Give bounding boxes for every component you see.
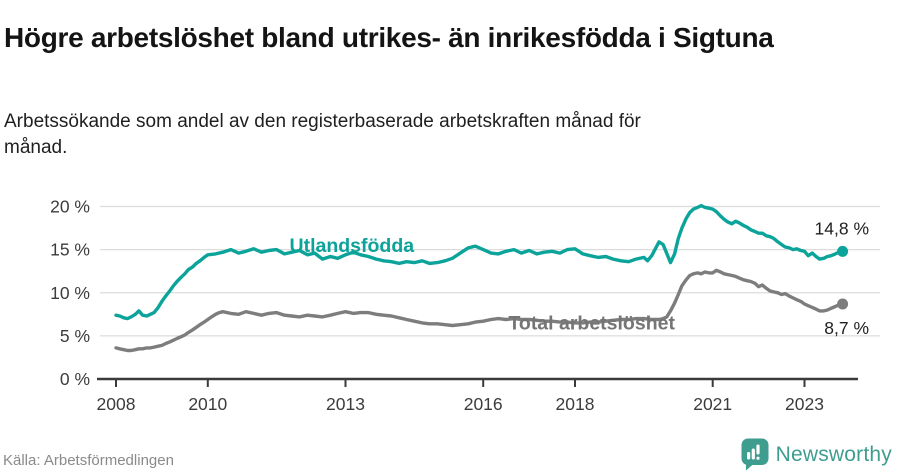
y-tick-label: 0 %	[60, 369, 90, 389]
source-note: Källa: Arbetsförmedlingen	[3, 452, 174, 469]
y-tick-label: 20 %	[50, 197, 90, 217]
series-end-dot-utlandsfodda	[837, 245, 849, 257]
line-chart: 0 % 5 % 10 % 15 % 20 % 2008 2010 2013 2016 2018 20…	[0, 185, 900, 420]
x-tick-label: 2010	[188, 394, 227, 414]
x-tick-label: 2021	[693, 394, 732, 414]
newsworthy-speech-bubble-icon	[741, 438, 769, 471]
chart-svg: 0 % 5 % 10 % 15 % 20 % 2008 2010 2013 2016 2018 20…	[50, 197, 880, 414]
end-value-label-utlandsfodda: 14,8 %	[815, 218, 869, 238]
series-end-dot-total	[837, 298, 849, 310]
x-tick-label: 2018	[556, 394, 595, 414]
series-label-total: Total arbetslöshet	[508, 312, 675, 334]
y-tick-label: 5 %	[60, 326, 90, 346]
y-tick-label: 15 %	[50, 240, 90, 260]
x-tick-label: 2016	[464, 394, 503, 414]
chart-subtitle: Arbetssökande som andel av den registerb…	[4, 111, 641, 159]
x-tick-label: 2008	[97, 394, 136, 414]
series-label-utlandsfodda: Utlandsfödda	[290, 235, 415, 257]
end-value-label-total: 8,7 %	[824, 318, 869, 338]
x-tick-label: 2013	[326, 394, 365, 414]
brand-name: Newsworthy	[775, 442, 892, 466]
newsworthy-logo: Newsworthy	[741, 438, 892, 471]
page-title: Högre arbetslöshet bland utrikes- än inr…	[4, 21, 774, 53]
y-tick-label: 10 %	[50, 283, 90, 303]
series-line-utlandsfodda	[114, 203, 845, 321]
series-line-total	[114, 268, 845, 353]
x-tick-label: 2023	[785, 394, 824, 414]
